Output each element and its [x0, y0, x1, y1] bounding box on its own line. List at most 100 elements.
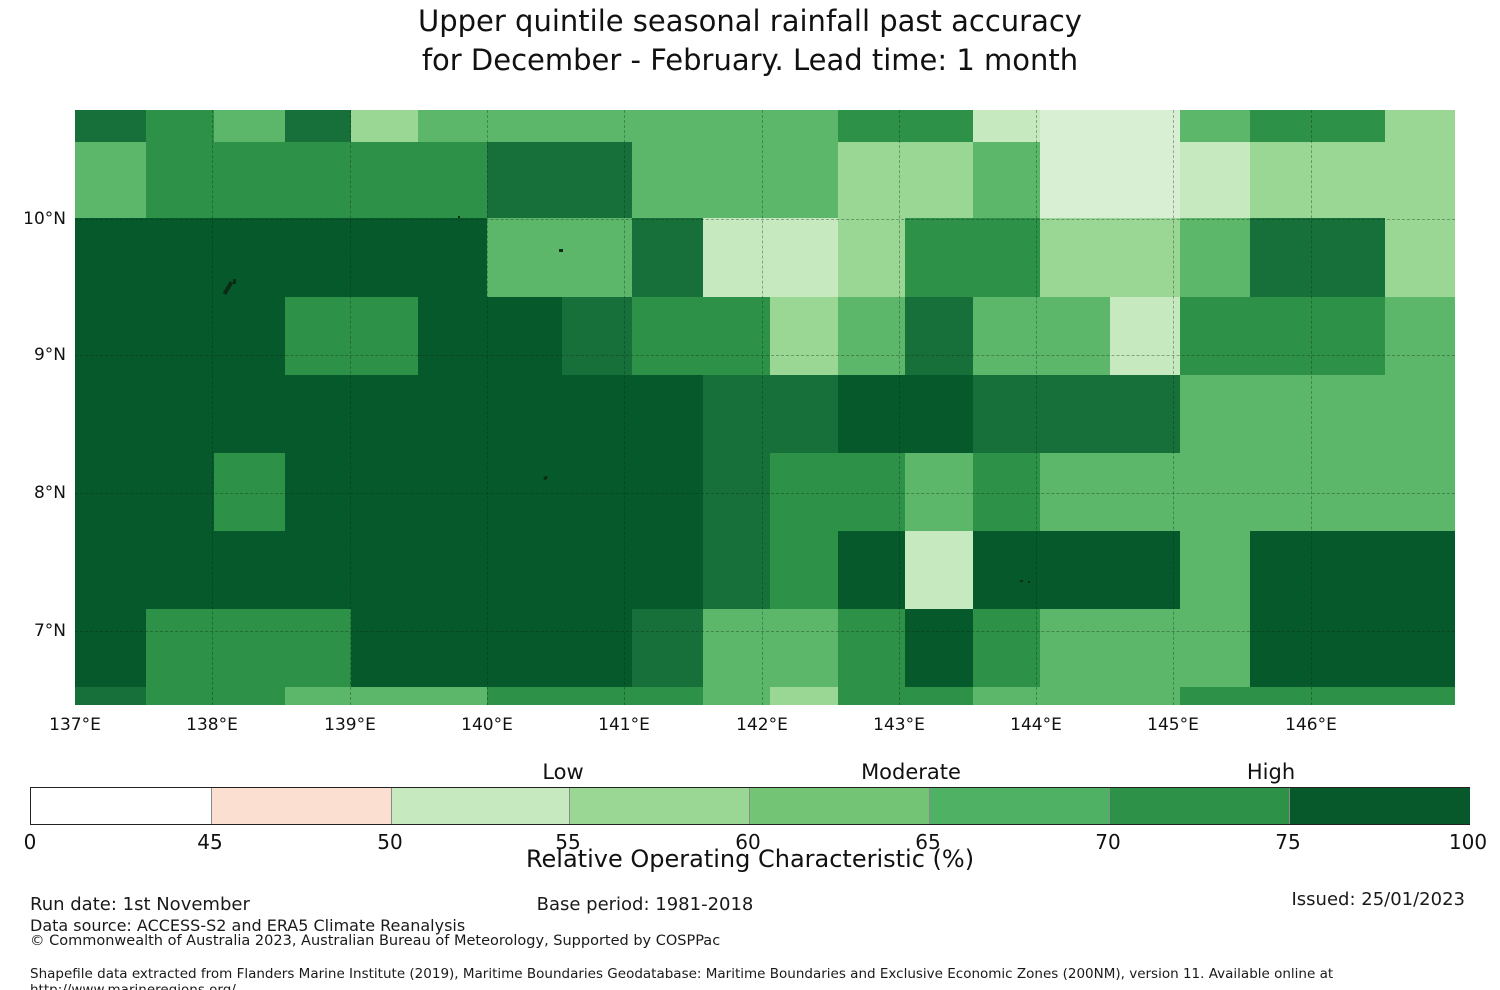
map-cell — [418, 375, 487, 453]
map-cell — [703, 453, 770, 531]
colorbar-segment — [929, 788, 1110, 824]
map-cell — [973, 142, 1040, 218]
map-cell — [1110, 687, 1180, 705]
colorbar-segment — [1109, 788, 1290, 824]
map-cell — [146, 297, 214, 375]
map-cell — [905, 687, 973, 705]
map-cell — [418, 110, 487, 142]
colorbar-tick-label: 55 — [555, 830, 581, 854]
map-cell — [562, 297, 632, 375]
map-cell — [1250, 531, 1317, 609]
map-cell — [285, 609, 351, 687]
map-cell — [214, 687, 285, 705]
x-tick-label: 142°E — [736, 715, 788, 735]
map-cell — [1110, 142, 1180, 218]
map-cell — [703, 375, 770, 453]
map-cell — [214, 110, 285, 142]
map-cell — [1180, 110, 1250, 142]
map-cell — [214, 297, 285, 375]
map-cell — [703, 110, 770, 142]
map-cell — [1385, 110, 1455, 142]
x-tick-label: 143°E — [873, 715, 925, 735]
map-cell — [487, 453, 562, 531]
map-cell — [632, 110, 703, 142]
map-cell — [146, 218, 214, 297]
graticule-latitude-line — [75, 219, 1455, 220]
map-cell — [905, 375, 973, 453]
map-cell — [214, 142, 285, 218]
map-cell — [703, 609, 770, 687]
map-cell — [75, 142, 146, 218]
map-cell — [838, 531, 905, 609]
map-cell — [1250, 687, 1317, 705]
map-cell — [75, 110, 146, 142]
map-cell — [1250, 453, 1317, 531]
map-cell — [973, 609, 1040, 687]
map-cell — [487, 110, 562, 142]
graticule-longitude-line — [487, 110, 488, 705]
colorbar-region-label: Moderate — [861, 760, 961, 784]
colorbar-region-label: High — [1246, 760, 1296, 784]
map-cell — [973, 687, 1040, 705]
colorbar-tick-label: 65 — [915, 830, 941, 854]
map-cell — [351, 453, 418, 531]
map-cell — [285, 297, 351, 375]
map-cell — [632, 687, 703, 705]
chart-title-line1: Upper quintile seasonal rainfall past ac… — [418, 4, 1082, 38]
map-cell — [75, 297, 146, 375]
map-cell — [838, 218, 905, 297]
map-cell — [1040, 142, 1110, 218]
map-cell — [632, 609, 703, 687]
map-cell — [214, 531, 285, 609]
map-cell — [1317, 142, 1385, 218]
x-tick-label: 137°E — [49, 715, 101, 735]
map-cell — [1385, 142, 1455, 218]
map-cell — [1317, 687, 1385, 705]
map-cell — [75, 609, 146, 687]
map-cell — [562, 531, 632, 609]
map-cell — [1385, 297, 1455, 375]
map-cell — [770, 375, 838, 453]
map-cell — [905, 110, 973, 142]
colorbar-tick-label: 45 — [197, 830, 223, 854]
map-cell — [973, 375, 1040, 453]
map-cell — [1385, 218, 1455, 297]
map-cell — [1317, 297, 1385, 375]
x-tick-label: 138°E — [186, 715, 238, 735]
map-cell — [1180, 609, 1250, 687]
map-cell — [146, 687, 214, 705]
map-cell — [146, 375, 214, 453]
map-cell — [351, 218, 418, 297]
map-cell — [1385, 609, 1455, 687]
map-cell — [562, 453, 632, 531]
colorbar-segment — [749, 788, 930, 824]
map-cell — [1040, 297, 1110, 375]
map-cell — [838, 687, 905, 705]
graticule-longitude-line — [762, 110, 763, 705]
map-cell — [632, 297, 703, 375]
colorbar-segment — [1289, 788, 1470, 824]
map-cell — [75, 531, 146, 609]
map-cell — [703, 218, 770, 297]
x-tick-label: 146°E — [1285, 715, 1337, 735]
map-cell — [703, 142, 770, 218]
map-cell — [703, 297, 770, 375]
map-cell — [1385, 687, 1455, 705]
colorbar-tick-label: 60 — [735, 830, 761, 854]
island-outline — [1028, 581, 1030, 583]
map-cell — [1317, 110, 1385, 142]
map-cell — [214, 609, 285, 687]
y-tick-label: 9°N — [33, 345, 66, 365]
map-cell — [418, 297, 487, 375]
colorbar-tick-label: 50 — [377, 830, 403, 854]
map-cell — [770, 297, 838, 375]
map-cell — [285, 218, 351, 297]
map-cell — [1317, 531, 1385, 609]
map-cell — [632, 531, 703, 609]
map-cell — [418, 609, 487, 687]
colorbar — [30, 787, 1470, 825]
map-cell — [1180, 531, 1250, 609]
map-cell — [770, 453, 838, 531]
map-cell — [1250, 609, 1317, 687]
